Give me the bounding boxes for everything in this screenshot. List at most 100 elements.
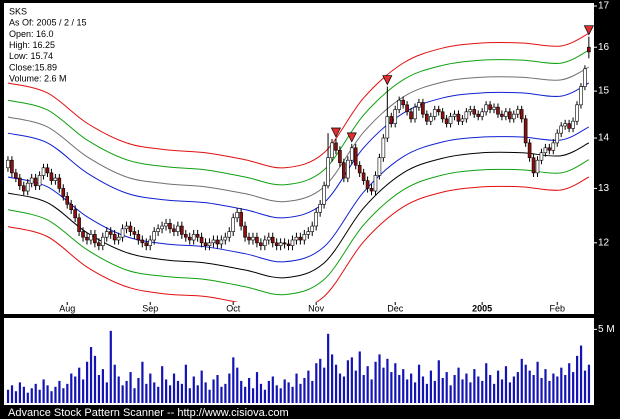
price-panel — [4, 3, 594, 314]
volume-bar — [382, 367, 385, 403]
candle-body — [342, 162, 346, 179]
volume-bar — [184, 364, 187, 403]
volume-bar — [240, 380, 243, 403]
volume-bar — [307, 370, 310, 403]
y-tick-label: 12 — [598, 237, 610, 248]
info-line: Open: 16.0 — [9, 29, 54, 39]
volume-bar — [583, 370, 587, 403]
candle-body — [326, 157, 330, 187]
volume-bar — [378, 354, 381, 403]
volume-bar — [216, 375, 219, 403]
volume-bar — [22, 386, 25, 403]
candle-body — [286, 243, 291, 246]
band-line — [7, 49, 590, 186]
candle-body — [480, 111, 484, 117]
volume-bar — [366, 366, 369, 403]
candle-body — [191, 234, 196, 241]
volume-bar — [248, 377, 251, 403]
candle-body — [511, 113, 516, 120]
y-tick-label: 17 — [598, 1, 610, 12]
volume-bar — [390, 372, 393, 403]
candle-body — [231, 217, 236, 232]
candle-body — [555, 132, 560, 144]
x-tick-label: Nov — [308, 303, 325, 313]
candle-body — [10, 159, 14, 174]
candle-body — [211, 239, 216, 244]
candle-body — [322, 185, 326, 205]
volume-bar — [572, 372, 575, 403]
volume-bar — [267, 380, 270, 403]
volume-bar — [346, 360, 350, 403]
candle-body — [425, 113, 429, 122]
candle-body — [519, 109, 524, 120]
candle-body — [314, 212, 318, 227]
volume-bar — [291, 386, 294, 403]
volume-bar — [477, 376, 480, 403]
volume-bar — [153, 382, 156, 403]
volume-bar — [429, 370, 432, 403]
volume-bar — [279, 388, 282, 403]
candle-body — [243, 225, 247, 238]
volume-bar — [228, 373, 231, 403]
candle-body — [353, 147, 358, 166]
candle-body — [531, 157, 536, 174]
candle-body — [61, 188, 66, 197]
candle-body — [306, 231, 311, 235]
volume-bar — [330, 354, 334, 403]
volume-bar — [62, 388, 65, 403]
candle-body — [397, 99, 401, 110]
volume-bar — [275, 385, 278, 403]
volume-bar — [560, 367, 563, 403]
volume-bar — [358, 351, 361, 403]
volume-bar — [485, 363, 488, 403]
volume-bar — [14, 391, 18, 403]
volume-bar — [220, 386, 223, 403]
candle-body — [338, 149, 342, 164]
volume-bar — [271, 376, 274, 403]
volume-bar — [192, 376, 195, 403]
candle-body — [377, 157, 382, 176]
candle-body — [97, 242, 101, 246]
candle-body — [460, 118, 465, 122]
volume-bar — [445, 372, 448, 403]
candle-body — [199, 236, 204, 244]
volume-bar — [161, 366, 164, 403]
candle-body — [49, 172, 54, 181]
volume-bar — [512, 376, 515, 403]
candle-body — [551, 142, 556, 151]
volume-bar — [441, 377, 444, 403]
volume-bar — [417, 364, 421, 403]
candle-body — [476, 113, 481, 117]
candle-body — [290, 239, 295, 246]
volume-bar — [172, 373, 176, 403]
volume-bar — [370, 379, 373, 403]
x-tick-label: Feb — [549, 303, 565, 313]
volume-bar — [465, 373, 468, 403]
candle-body — [405, 104, 409, 113]
pattern-marker — [330, 127, 342, 138]
volume-bar — [176, 380, 180, 403]
volume-bar — [46, 385, 49, 403]
candle-body — [274, 242, 279, 246]
volume-bar — [540, 377, 543, 403]
candle-body — [496, 106, 500, 115]
candle-body — [73, 209, 77, 219]
candle-body — [116, 236, 121, 241]
volume-bar — [109, 330, 112, 403]
volume-bar — [425, 383, 429, 403]
candle-body — [156, 228, 160, 232]
volume-bar — [89, 347, 93, 403]
pattern-marker — [346, 132, 357, 143]
y-tick-label: 13 — [598, 183, 610, 194]
volume-bar — [568, 363, 571, 403]
y-tick-label: 5 M — [598, 324, 615, 335]
candle-body — [207, 242, 212, 246]
candle-body — [65, 195, 70, 205]
volume-bar — [208, 389, 211, 403]
candle-body — [488, 104, 492, 110]
band-line — [7, 82, 590, 219]
candle-body — [18, 177, 22, 187]
candle-body — [180, 225, 184, 235]
